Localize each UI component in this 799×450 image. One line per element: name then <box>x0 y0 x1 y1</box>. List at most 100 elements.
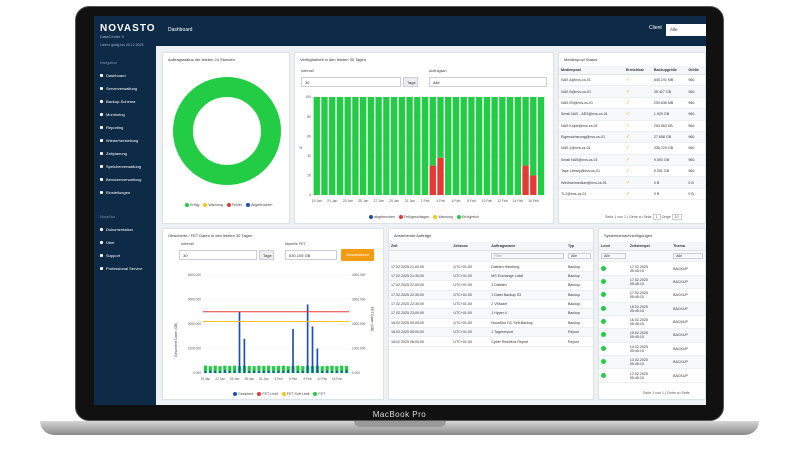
table-row[interactable]: 17.02.2025 22:30:00 UTC+01:00 2 VMware Back… <box>389 299 593 310</box>
legend-entry[interactable]: Warnung <box>203 203 223 208</box>
history-interval-input[interactable]: 30 <box>301 77 401 87</box>
table-row[interactable]: 14.02.2025 05:45:15 BACKUP <box>599 342 705 357</box>
legend-entry[interactable]: Fehler <box>226 203 242 208</box>
column-header[interactable]: Thema <box>671 242 705 251</box>
table-row[interactable]: Small NAS@nvs-cs-01 ✓ 9.093 GB 960. <box>559 154 705 167</box>
table-row[interactable]: Tape Library@nvs-cs-01 ✓ 5.051 GB 960. <box>559 165 705 178</box>
history-type-select[interactable]: Alle <box>429 77 547 87</box>
table-row[interactable]: 18.02.2025 06:00:00 UTC+01:00 Cyber Resili… <box>389 336 593 347</box>
legend-entry[interactable]: FET <box>313 392 325 397</box>
reachable-cell: ✓ <box>623 120 652 132</box>
legend-entry[interactable]: abgebrochen <box>369 215 395 220</box>
media-show-select[interactable]: 10 <box>671 214 682 220</box>
table-row[interactable]: 17.02.2025 05:45:15 BACKUP <box>599 261 705 276</box>
legend-entry[interactable]: Fehlgeschlagen <box>398 215 429 220</box>
fet-current-label: Aktuelle FET <box>285 242 306 246</box>
table-row[interactable]: 13.02.2025 05:45:15 BACKUP <box>599 355 705 370</box>
table-row[interactable]: 18.02.2025 05:00:00 UTC+01:00 1 Tagesrepor… <box>389 327 593 338</box>
table-row[interactable]: 17.02.2025 23:00:00 UTC+01:00 1 Hyper-V Bac… <box>389 308 593 319</box>
job-name: NovaStor DC Self-Backup <box>489 318 566 329</box>
jobs-name-filter[interactable]: Filter <box>491 253 564 260</box>
table-row[interactable]: 16.02.2025 05:45:15 BACKUP <box>599 315 705 330</box>
legend-entry[interactable]: FET Soft Limit <box>281 392 309 397</box>
sidebar-item-1[interactable]: Dokumentation <box>94 223 156 236</box>
check-icon: ✓ <box>625 168 631 175</box>
column-header[interactable]: Zeitstempel <box>627 242 672 251</box>
bar-fet <box>223 365 227 373</box>
table-row[interactable]: Small NAS - AES@nvs-cs-01 ✓ 1.929 GB 960. <box>559 108 705 121</box>
legend-entry[interactable]: Erfolg <box>185 203 199 208</box>
table-row[interactable]: 17.02.2025 22:30:00 UTC+01:00 1 Datei Back… <box>389 290 593 300</box>
bar-failed <box>530 175 537 195</box>
job-time: 17.02.2025 22:00:00 <box>389 280 452 291</box>
bar-success <box>398 97 405 195</box>
legend-entry[interactable]: Abgebrochen <box>246 203 272 208</box>
column-header[interactable]: Größe <box>686 66 705 75</box>
level-cell <box>599 288 628 303</box>
table-row[interactable]: NAS 1@nvs-cs-01 ✓ 336.729 GB 960. <box>559 142 705 155</box>
table-row[interactable]: 16.02.2025 05:45:15 BACKUP <box>599 302 705 316</box>
table-row[interactable]: 17.02.2025 05:45:15 BACKUP <box>599 275 705 290</box>
sidebar-item-4[interactable]: Professional Service <box>94 262 156 275</box>
sys-level-filter[interactable]: Alle <box>601 253 626 260</box>
table-row[interactable]: 17.02.2025 05:45:15 BACKUP <box>599 288 705 303</box>
sidebar-item-3[interactable]: Backup-Schema <box>94 95 156 108</box>
sidebar-item-4[interactable]: Monitoring <box>94 108 156 121</box>
table-row[interactable]: 17.02.2025 21:30:00 UTC+01:00 MS Exchange … <box>389 271 593 282</box>
refresh-button[interactable]: Aktualisieren <box>341 249 374 261</box>
sidebar-item-6[interactable]: Wiederherstellung <box>94 134 156 147</box>
legend-entry[interactable]: Erfolgreich <box>456 215 479 220</box>
media-page-input[interactable]: 1 <box>652 214 661 220</box>
sidebar-item-5[interactable]: Reporting <box>94 121 156 134</box>
table-row[interactable]: NAS B@nvs-cs-01 ✓ 35.427 GB 960. <box>559 85 705 98</box>
column-header[interactable]: Backupgröße <box>651 66 687 75</box>
sidebar-item-2[interactable]: Über <box>94 236 156 249</box>
column-header[interactable]: Auftragsname <box>489 242 566 251</box>
jobs-type-filter[interactable]: Alle <box>568 253 591 260</box>
sidebar-item-label: Einstellungen <box>106 190 131 195</box>
sidebar-item-9[interactable]: Benutzerverwaltung <box>94 173 156 186</box>
y-tick-label: 60 <box>307 134 311 138</box>
bar-fet <box>233 365 237 373</box>
sidebar-item-7[interactable]: Zeitplanung <box>94 147 156 160</box>
timestamp-date: 17.02.2025 <box>629 277 648 282</box>
table-row[interactable]: 17.02.2025 21:00:00 UTC+01:00 Dateien Hamb… <box>389 261 593 272</box>
sidebar-item-1[interactable]: Dashboard <box>94 69 156 82</box>
table-row[interactable]: 17.02.2025 22:00:00 UTC+01:00 3 Dateien Bac… <box>389 280 593 291</box>
table-row[interactable]: NAS A@nvs-cs-01 ✓ 845.191 MB 960. <box>559 74 705 87</box>
column-header[interactable]: Zeitzone <box>451 242 490 251</box>
column-header[interactable]: Zeit <box>389 242 452 251</box>
column-header[interactable]: Erreichbar <box>623 66 652 75</box>
column-header[interactable]: Level <box>599 242 628 251</box>
check-icon: ✓ <box>625 156 631 163</box>
sidebar-item-3[interactable]: Support <box>94 249 156 262</box>
legend-swatch <box>398 215 403 220</box>
table-row[interactable]: Eigensicherung@nvs-cs-01 ✓ 27.658 GB 960. <box>559 131 705 144</box>
history-interval-label: Intervall <box>301 69 314 73</box>
sidebar-item-8[interactable]: Speicherverwaltung <box>94 160 156 173</box>
legend-entry[interactable]: Gesichert <box>233 392 253 397</box>
bar-gesichert <box>258 371 260 373</box>
table-row[interactable]: 18.02.2025 05:05:00 UTC+01:00 NovaStor DC … <box>389 318 593 329</box>
sidebar-item-10[interactable]: Einstellungen <box>94 186 156 199</box>
column-header[interactable]: Typ <box>566 242 593 251</box>
fet-interval-input[interactable]: 30 <box>179 250 257 260</box>
legend-entry[interactable]: Warnung <box>433 215 453 220</box>
job-type: Backup <box>566 280 593 291</box>
table-row[interactable]: 12.02.2025 05:45:15 BACKUP <box>599 368 705 383</box>
timestamp-date: 16.02.2025 <box>629 318 648 323</box>
top-bar: Dashboard Client Alle <box>156 16 706 46</box>
sys-topic-filter[interactable]: Alle <box>673 253 703 260</box>
table-row[interactable]: 15.02.2025 05:45:15 BACKUP <box>599 328 705 343</box>
y2-axis-label: FET Daten (GB) <box>370 307 374 331</box>
bar-success <box>483 97 491 195</box>
client-select[interactable]: Alle <box>666 24 706 36</box>
table-row[interactable]: NAS B3@nvs-cs-01 ✓ 209.636 MB 960. <box>559 97 705 110</box>
column-header[interactable]: Medienpool <box>559 66 624 75</box>
table-row[interactable]: NAS Kopie@nvs-cs-01 ✓ 253.563 KB 960. <box>559 120 705 132</box>
bar-gesichert <box>311 326 314 373</box>
sidebar-item-2[interactable]: Serververwaltung <box>94 82 156 95</box>
legend-entry[interactable]: FET Limit <box>257 392 278 397</box>
